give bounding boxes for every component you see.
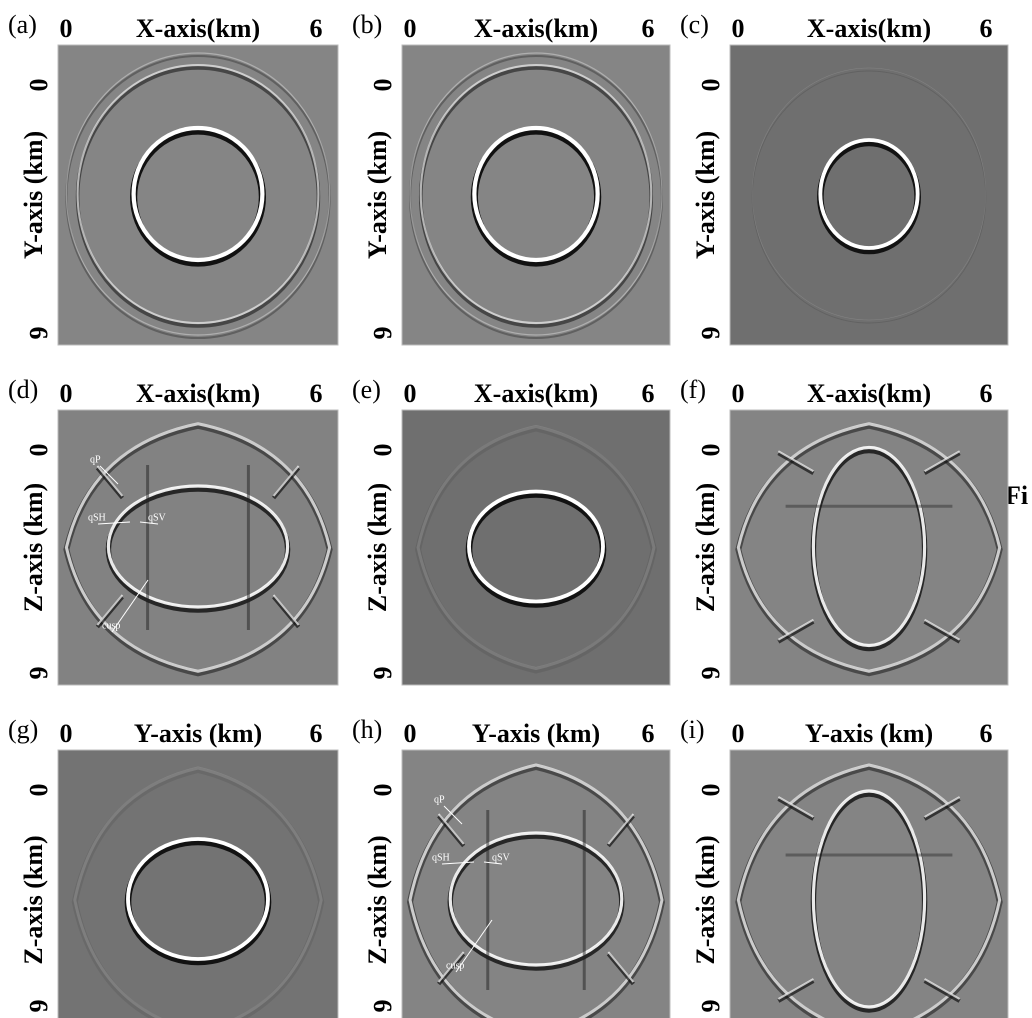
x-tick-label: 6 [642,719,655,748]
y-axis-title: Y-axis (km) [19,131,48,259]
y-tick-label: 0 [368,444,397,457]
panel [730,410,1008,685]
panel-image [58,750,338,1018]
x-axis-title: X-axis(km) [136,379,260,408]
wave-annotation: qSH [88,512,106,523]
x-tick-label: 0 [404,379,417,408]
y-tick-label: 0 [368,79,397,92]
panel-label: (b) [352,10,382,39]
x-tick-label: 6 [980,379,993,408]
x-tick-label: 0 [404,719,417,748]
y-axis-title: Z-axis (km) [691,483,720,612]
panel-label: (h) [352,715,382,744]
panel-label: (e) [352,375,381,404]
panel [402,410,670,685]
panel-image [58,45,338,345]
x-axis-title: Y-axis (km) [805,719,933,748]
wave-annotation: cusp [446,960,464,971]
y-tick-label: 6 [696,1000,725,1013]
panel-image [402,410,670,685]
y-axis-title: Z-axis (km) [19,483,48,612]
y-tick-label: 6 [24,327,53,340]
y-tick-label: 0 [696,444,725,457]
panel-image [58,410,338,685]
y-tick-label: 0 [368,784,397,797]
y-tick-label: 0 [696,79,725,92]
panel-label: (a) [8,10,37,39]
y-tick-label: 0 [24,444,53,457]
x-axis-title: X-axis(km) [474,379,598,408]
wave-annotation: qSH [432,852,450,863]
y-axis-title: Y-axis (km) [691,131,720,259]
panel [730,750,1008,1018]
y-axis-title: Y-axis (km) [363,131,392,259]
x-tick-label: 6 [642,379,655,408]
x-tick-label: 0 [732,719,745,748]
y-tick-label: 0 [24,79,53,92]
panel-label: (c) [680,10,709,39]
panel-label: (d) [8,375,38,404]
y-axis-title: Z-axis (km) [691,835,720,964]
x-tick-label: 6 [980,14,993,43]
x-tick-label: 6 [310,14,323,43]
panel: qP qSH qSV cusp [402,750,670,1018]
x-tick-label: 6 [310,719,323,748]
y-tick-label: 6 [368,1000,397,1013]
x-axis-title: X-axis(km) [807,14,931,43]
panel-label: (g) [8,715,38,744]
x-axis-title: X-axis(km) [807,379,931,408]
figure: Fi (a)0X-axis(km)60Y-axis (km)6(b)0X-axi… [0,0,1032,1018]
wave-annotation: qSV [148,512,167,523]
wave-annotation: cusp [102,620,120,631]
panel [730,45,1008,345]
panel-image [730,45,1008,345]
x-tick-label: 0 [732,379,745,408]
y-axis-title: Z-axis (km) [363,835,392,964]
panel: qP qSH qSV cusp [58,410,338,685]
x-tick-label: 0 [404,14,417,43]
y-tick-label: 6 [696,327,725,340]
wave-annotation: qP [90,454,101,465]
y-tick-label: 6 [368,667,397,680]
wave-annotation: qP [434,794,445,805]
y-tick-label: 0 [24,784,53,797]
x-tick-label: 0 [60,14,73,43]
x-axis-title: X-axis(km) [136,14,260,43]
x-axis-title: Y-axis (km) [472,719,600,748]
x-tick-label: 0 [60,719,73,748]
y-tick-label: 6 [24,667,53,680]
x-tick-label: 0 [732,14,745,43]
y-tick-label: 6 [696,667,725,680]
panel [58,750,338,1018]
x-axis-title: X-axis(km) [474,14,598,43]
panel [402,45,670,345]
panel-label: (i) [680,715,705,744]
y-axis-title: Z-axis (km) [363,483,392,612]
x-tick-label: 6 [310,379,323,408]
wave-annotation: qSV [492,852,511,863]
y-tick-label: 6 [24,1000,53,1013]
x-tick-label: 0 [60,379,73,408]
y-tick-label: 0 [696,784,725,797]
x-tick-label: 6 [980,719,993,748]
x-axis-title: Y-axis (km) [134,719,262,748]
x-tick-label: 6 [642,14,655,43]
y-axis-title: Z-axis (km) [19,835,48,964]
panel-label: (f) [680,375,706,404]
panel [58,45,338,345]
y-tick-label: 6 [368,327,397,340]
panel-image [402,45,670,345]
